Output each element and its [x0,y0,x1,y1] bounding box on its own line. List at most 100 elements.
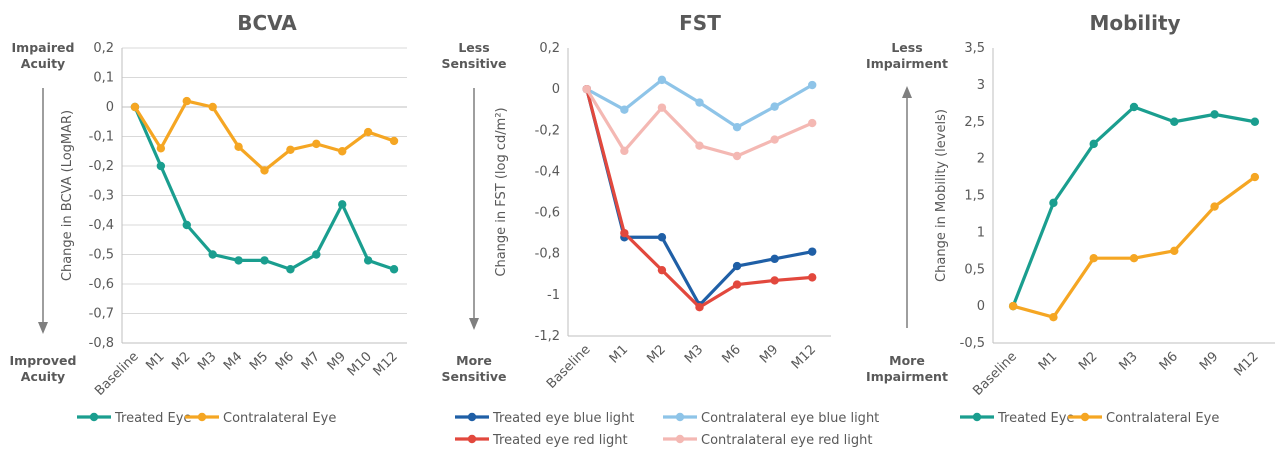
data-point [808,118,817,128]
y-tick-label: -0,3 [89,189,114,204]
legend-label: Contralateral eye red light [701,433,872,448]
side-label-bottom: More Impairment [866,353,948,384]
series-line [133,106,395,271]
y-tick-label: 3 [977,78,985,93]
y-axis-label: Change in BCVA (LogMAR) [60,110,75,281]
y-tick-label: 3,5 [964,41,985,56]
data-point [770,135,779,144]
data-point [695,98,704,107]
data-point [1170,246,1179,256]
data-point [657,75,667,85]
y-tick-label: 0 [977,299,985,314]
y-tick-label: 1 [977,225,985,240]
legend-swatch-marker [1080,412,1090,422]
side-label-top: Less Impairment [866,40,948,71]
side-label-top: Impaired Acuity [12,40,75,71]
x-tick-label: M2 [1076,349,1100,373]
data-point [312,250,321,259]
legend-swatch-marker [675,412,685,422]
y-tick-label: -0,5 [960,336,985,351]
series-line [585,88,813,307]
y-tick-label: 2,5 [964,115,985,130]
data-point [657,103,667,112]
data-point [1250,172,1260,182]
x-tick-label: M10 [345,349,375,379]
x-tick-label: Baseline [92,349,142,399]
data-point [1049,312,1058,322]
data-point [1049,198,1058,208]
data-point [182,96,191,106]
data-point [260,256,269,265]
data-point [286,265,295,274]
y-axis-label: Change in Mobility (levels) [934,109,949,282]
legend-label: Treated eye red light [492,433,628,448]
y-tick-label: -0,7 [89,307,114,322]
data-point [582,84,591,94]
data-point [770,276,779,285]
x-tick-label: M3 [1116,349,1140,373]
legend-label: Treated Eye [114,411,191,426]
y-tick-label: 1,5 [964,189,985,204]
data-point [182,220,191,230]
data-point [620,146,629,156]
y-tick-label: -0,6 [535,206,560,221]
data-point [770,102,779,111]
legend-label: Treated eye blue light [492,411,634,426]
data-point [1089,139,1098,149]
x-tick-label: M4 [221,349,245,373]
data-point [260,166,269,175]
y-tick-label: -0,6 [89,277,114,292]
x-tick-label: M7 [299,349,323,373]
data-point [363,256,373,265]
data-point [312,139,321,149]
chart-title: Mobility [1089,11,1180,35]
data-point [338,200,347,209]
y-tick-label: 0 [106,100,114,115]
legend-swatch-marker [675,434,685,444]
data-point [1089,253,1098,263]
x-tick-label: M2 [644,342,668,366]
y-tick-label: 2 [977,152,985,167]
data-point [808,247,817,256]
y-axis-label: Change in FST (log cd/m²) [494,107,509,276]
y-tick-label: -0,8 [535,247,560,262]
y-tick-label: 0,5 [964,262,985,277]
data-point [808,80,817,90]
x-tick-label: Baseline [970,349,1020,399]
data-point [657,233,667,242]
legend-swatch-marker [467,412,477,422]
series-line [585,88,813,309]
x-tick-label: M9 [1197,349,1221,373]
legend-label: Contralateral Eye [1106,411,1219,426]
y-tick-label: -0,2 [535,123,560,138]
x-tick-label: M12 [371,349,401,379]
legend-label: Treated Eye [997,411,1074,426]
y-tick-label: 0 [552,82,560,97]
x-tick-label: M12 [789,342,819,372]
legend-label: Contralateral Eye [223,411,336,426]
data-point [657,265,667,275]
data-point [208,250,217,259]
data-point [770,254,779,264]
data-point [732,123,742,132]
data-point [1129,253,1139,263]
data-point [1008,301,1018,311]
data-point [234,256,243,265]
data-point [620,228,629,238]
data-point [338,147,347,156]
data-point [1250,117,1260,126]
chart-bcva: BCVA -0,8 -0,7 -0,6 -0,5 -0,4 -0,3 -0,2 -0,1 0 0,1… [10,11,407,426]
direction-arrow-head [469,318,479,330]
data-point [389,136,399,146]
x-tick-label: Baseline [544,342,594,392]
x-tick-label: M6 [720,342,744,366]
y-tick-label: 0,2 [539,41,560,56]
data-point [808,273,817,282]
x-tick-label: M9 [757,342,781,366]
data-point [130,102,140,112]
y-tick-label: -0,4 [535,164,560,179]
data-point [1210,110,1219,119]
side-label-bottom: Improved Acuity [10,353,77,384]
x-tick-label: M6 [1157,349,1181,373]
